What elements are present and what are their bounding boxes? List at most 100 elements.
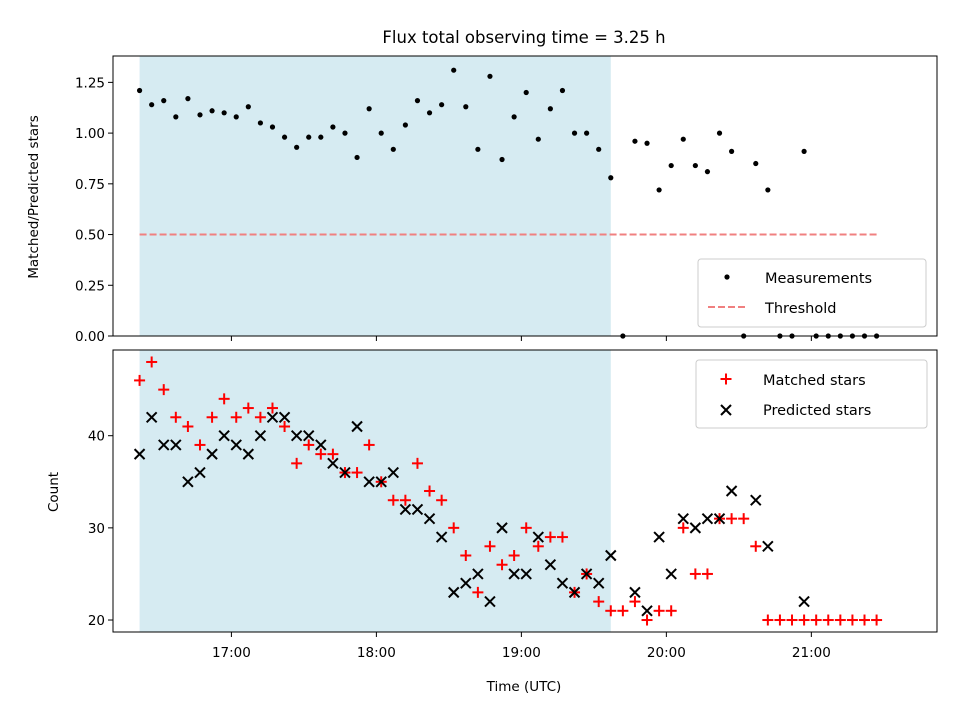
predicted-star-point [665, 568, 677, 580]
matched-star-point [726, 513, 738, 525]
bot-y-tick-label: 20 [88, 613, 105, 629]
measurement-point [729, 148, 735, 154]
top-y-tick-label: 0.75 [75, 177, 105, 193]
measurement-point [475, 146, 481, 152]
predicted-star-point [435, 531, 448, 543]
measurement-point [511, 114, 517, 120]
matched-star-point [617, 605, 629, 617]
top-y-tick-label: 0.25 [75, 278, 105, 294]
matched-star-point [303, 439, 315, 451]
x-tick-label: 21:00 [792, 645, 831, 661]
predicted-star-point [182, 476, 194, 488]
measurement-point [245, 104, 251, 110]
matched-star-point [266, 402, 278, 414]
legend-measurement-marker [724, 274, 730, 280]
predicted-star-point [399, 503, 412, 516]
bottom-y-axis-label: Count [46, 472, 62, 512]
matched-star-point [254, 411, 266, 423]
matched-star-point [556, 531, 568, 543]
top-y-tick-label: 0.00 [75, 329, 105, 345]
legend-threshold-label: Threshold [764, 301, 836, 317]
legend-measurements-label: Measurements [765, 271, 872, 287]
matched-star-point [750, 540, 762, 552]
x-tick-label: 18:00 [357, 645, 396, 661]
measurement-point [692, 162, 698, 169]
predicted-star-point [266, 411, 279, 423]
matched-star-point [846, 614, 858, 626]
measurement-point [221, 110, 227, 116]
measurement-point [801, 148, 807, 154]
measurement-point [390, 146, 396, 152]
matched-star-point [810, 614, 822, 626]
predicted-star-point [689, 522, 702, 534]
predicted-star-point [375, 476, 387, 488]
matched-star-point [774, 614, 786, 626]
matched-star-point [315, 448, 327, 460]
matched-star-point [472, 586, 484, 598]
predicted-star-point [158, 439, 170, 451]
predicted-star-point [290, 429, 303, 442]
predicted-star-point [520, 568, 532, 580]
top-y-ticks: 0.00 0.25 0.50 0.75 1.00 1.25 [75, 75, 113, 345]
top-legend-box [697, 258, 927, 328]
predicted-star-point [472, 568, 484, 580]
measurement-point [136, 87, 143, 94]
measurement-point [716, 130, 723, 136]
matched-star-point [677, 522, 689, 534]
bot-y-tick-label: 30 [88, 521, 105, 537]
predicted-star-point [677, 512, 689, 525]
predicted-star-point [303, 429, 315, 442]
measurement-point [402, 122, 408, 128]
predicted-star-point [544, 559, 557, 571]
top-y-tick-label: 1.00 [75, 126, 105, 142]
matched-star-point [520, 522, 532, 534]
measurement-point [584, 130, 590, 136]
top-legend: Measurements Threshold [697, 258, 927, 328]
top-x-ticks [230, 336, 812, 341]
matched-star-point [182, 420, 194, 432]
predicted-star-point [218, 429, 230, 442]
matched-star-point [496, 559, 508, 571]
matched-star-point [242, 402, 254, 414]
bottom-axes-frame [112, 349, 938, 633]
bottom-marks [133, 356, 883, 626]
matched-star-point [230, 411, 242, 423]
matched-star-point [170, 411, 182, 423]
predicted-star-point [206, 448, 218, 460]
x-tick-label: 20:00 [647, 645, 686, 661]
bottom-legend: Matched stars Predicted stars [695, 359, 928, 429]
matched-star-point [134, 374, 146, 386]
matched-star-point [448, 522, 460, 534]
top-y-axis-label: Matched/Predicted stars [26, 115, 42, 278]
measurement-point [149, 102, 155, 108]
matched-star-point [363, 439, 375, 451]
measurement-point [559, 87, 566, 94]
measurement-point [632, 138, 638, 144]
matched-star-point [158, 384, 170, 396]
predicted-star-point [580, 568, 593, 580]
matched-star-point [871, 614, 883, 626]
predicted-star-point [641, 605, 653, 617]
bottom-legend-box [695, 359, 928, 429]
measurement-point [547, 106, 553, 112]
predicted-star-point [713, 512, 726, 525]
predicted-star-point [423, 512, 436, 525]
matched-star-point [544, 531, 556, 543]
measurement-point [680, 136, 686, 142]
matched-star-point [859, 614, 871, 626]
matched-star-point [424, 485, 436, 497]
predicted-star-point [605, 549, 617, 562]
predicted-star-point [653, 531, 665, 543]
predicted-star-point [484, 595, 496, 608]
predicted-star-point [242, 448, 255, 460]
predicted-star-point [496, 522, 508, 534]
measurement-point [378, 130, 384, 136]
measurement-point [596, 146, 602, 152]
measurement-point [704, 169, 711, 175]
matched-star-point [593, 596, 605, 608]
predicted-star-point [762, 540, 774, 553]
measurement-point [535, 136, 541, 142]
predicted-star-point [725, 485, 738, 497]
measurement-point [439, 102, 445, 108]
